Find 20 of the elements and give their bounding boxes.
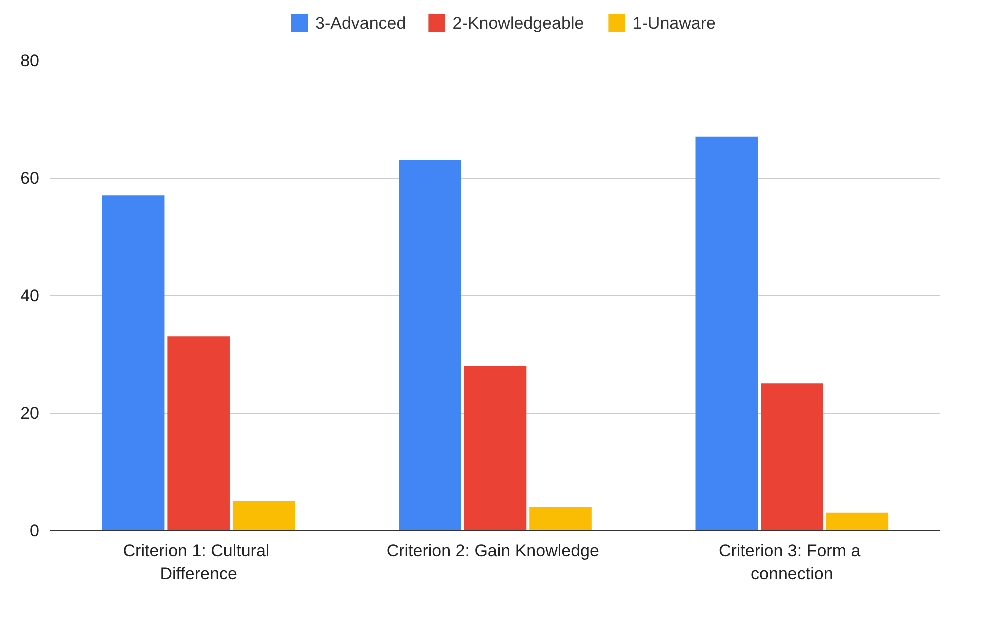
x-tick-label: Criterion 1: Cultural Difference bbox=[123, 542, 270, 584]
bar bbox=[464, 366, 527, 530]
bar bbox=[168, 336, 230, 530]
bar bbox=[826, 512, 889, 530]
x-tick-label: Criterion 3: Form a connection bbox=[718, 542, 862, 584]
legend-label: 3-Advanced bbox=[315, 14, 406, 33]
legend-label: 2-Knowledgeable bbox=[452, 14, 584, 33]
y-tick-label: 60 bbox=[20, 169, 40, 188]
bar bbox=[530, 507, 592, 530]
bar bbox=[696, 136, 758, 530]
x-tick-label: Criterion 2: Gain Knowledge bbox=[386, 542, 600, 560]
bar bbox=[761, 384, 824, 530]
legend-label: 1-Unaware bbox=[632, 14, 716, 33]
y-tick-label: 0 bbox=[30, 522, 40, 540]
y-tick-label: 80 bbox=[20, 52, 40, 70]
bar bbox=[232, 501, 296, 530]
y-tick-label: 40 bbox=[20, 286, 40, 306]
bar bbox=[399, 160, 462, 530]
bar bbox=[102, 196, 165, 530]
y-tick-label: 20 bbox=[20, 404, 40, 423]
